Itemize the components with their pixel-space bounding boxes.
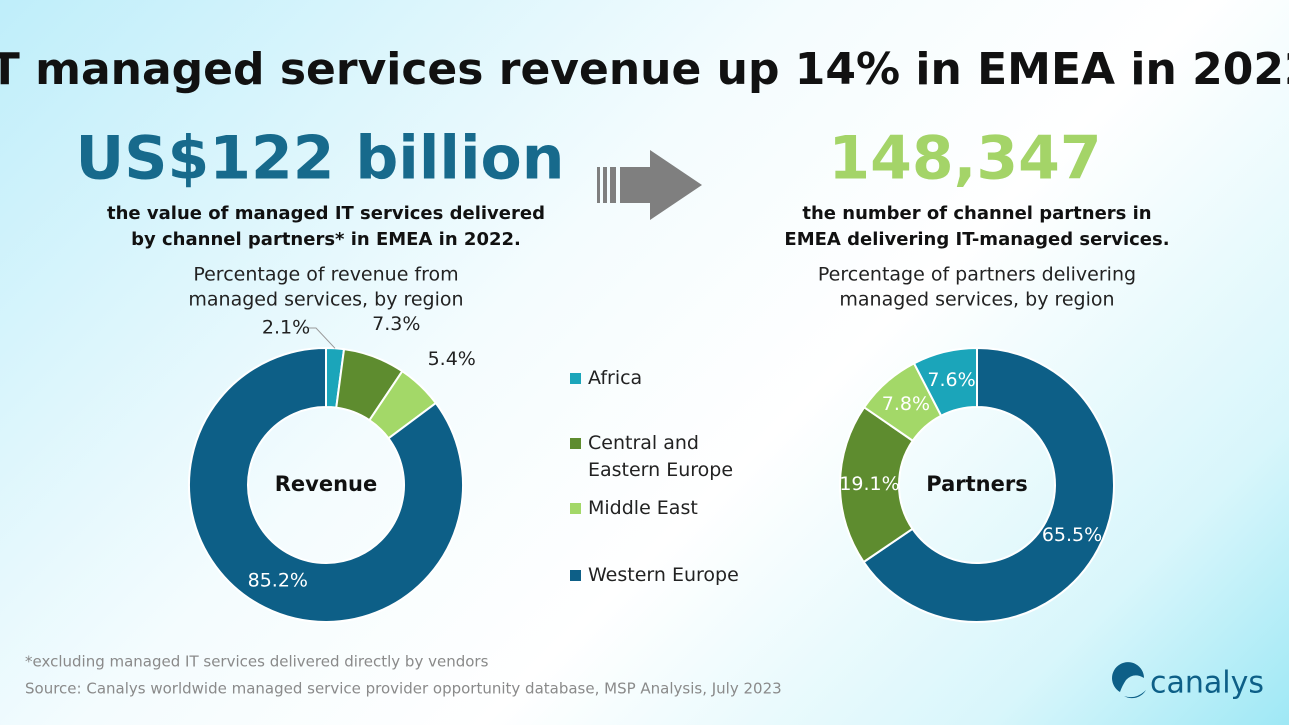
data-label: 5.4% [428,348,476,370]
donut-center-label: Partners [926,472,1027,496]
donut-subtitle: managed services, by region [839,289,1114,311]
left-description: the value of managed IT services deliver… [107,203,545,224]
legend-item: Africa [570,365,750,392]
donut-subtitle: Percentage of partners delivering [818,264,1136,286]
donut-subtitle: managed services, by region [188,289,463,311]
data-label: 19.1% [839,473,899,495]
logo-icon [1112,662,1146,699]
donut-center-label: Revenue [275,472,378,496]
legend-label: Central and Eastern Europe [588,432,734,481]
legend-item: Middle East [570,495,750,522]
donut-subtitle: Percentage of revenue from [193,264,458,286]
footnote: *excluding managed IT services delivered… [25,653,489,671]
legend-label: Western Europe [588,564,739,586]
data-label: 7.8% [882,393,930,415]
right-headline: 148,347 [828,124,1101,194]
data-label: 7.6% [927,369,975,391]
donut-segment [188,346,464,623]
legend-swatch [570,503,581,514]
right-description: EMEA delivering IT-managed services. [784,229,1169,250]
leader-line [308,327,336,349]
left-description: by channel partners* in EMEA in 2022. [131,229,521,250]
legend-item: Central and Eastern Europe [570,430,750,484]
data-label: 2.1% [262,317,310,339]
legend-label: Africa [588,367,643,389]
legend-label: Middle East [588,497,698,519]
logo: canalys [1150,666,1264,701]
legend-swatch [570,438,581,449]
source: Source: Canalys worldwide managed servic… [25,680,782,698]
title: IT managed services revenue up 14% in EM… [0,44,1289,95]
right-description: the number of channel partners in [802,203,1151,224]
arrow [597,150,702,220]
data-label: 65.5% [1042,524,1102,546]
legend-swatch [570,570,581,581]
legend-item: Western Europe [570,562,750,589]
donut-segment [862,346,1115,623]
left-headline: US$122 billion [76,124,565,194]
donut-segment [912,346,978,418]
data-label: 85.2% [248,570,308,592]
legend-swatch [570,373,581,384]
data-label: 7.3% [372,313,420,335]
